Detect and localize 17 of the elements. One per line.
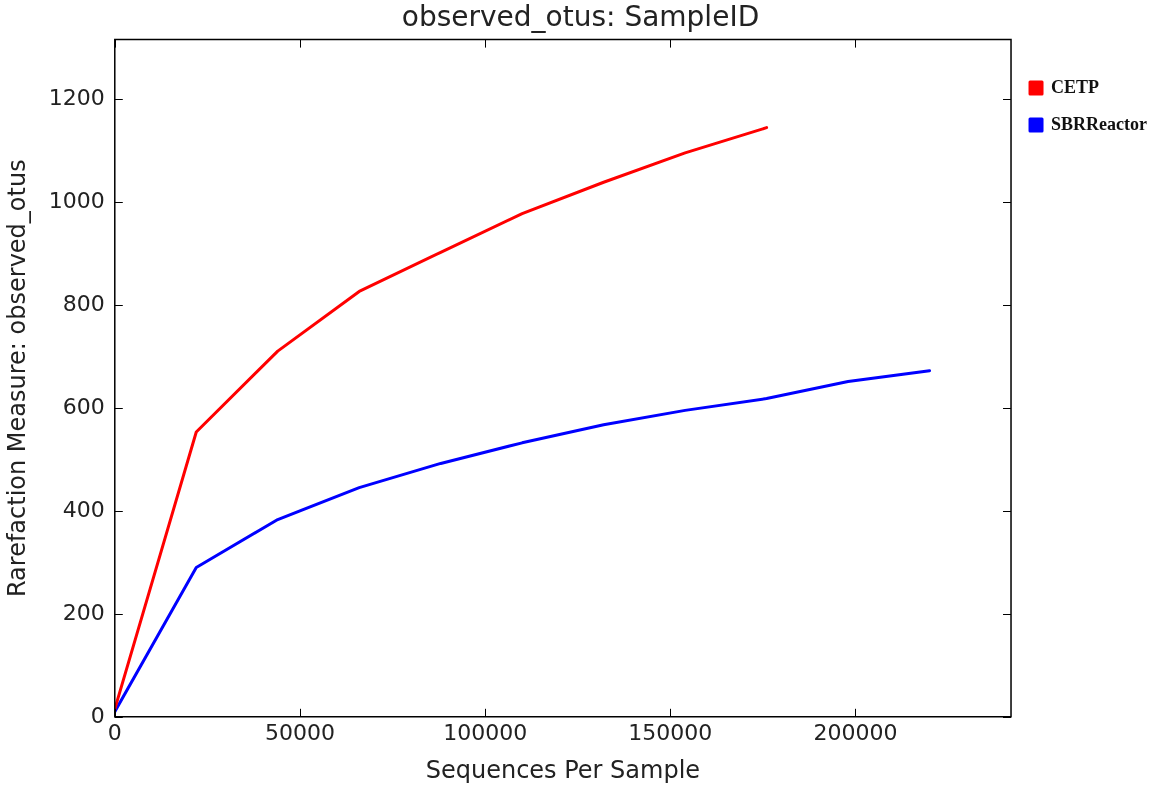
y-tick-label: 600 — [62, 393, 105, 419]
y-tick-label: 200 — [62, 599, 105, 625]
x-tick-label: 200000 — [813, 719, 898, 745]
y-axis-title: Rarefaction Measure: observed_otus — [2, 159, 31, 598]
x-tick-label: 50000 — [264, 719, 335, 745]
y-tick-label: 400 — [62, 496, 105, 522]
x-tick-label: 100000 — [443, 719, 528, 745]
y-tick-label: 1000 — [48, 187, 105, 213]
y-tick-label: 1200 — [48, 84, 105, 110]
legend-label: CETP — [1051, 76, 1100, 97]
x-tick-label: 0 — [107, 719, 122, 745]
y-tick-label: 800 — [62, 290, 105, 316]
chart-title: observed_otus: SampleID — [401, 0, 760, 34]
y-tick-label: 0 — [90, 702, 105, 728]
legend-label: SBRReactor — [1051, 113, 1148, 134]
x-axis-title: Sequences Per Sample — [425, 755, 701, 784]
x-tick-label: 150000 — [628, 719, 713, 745]
